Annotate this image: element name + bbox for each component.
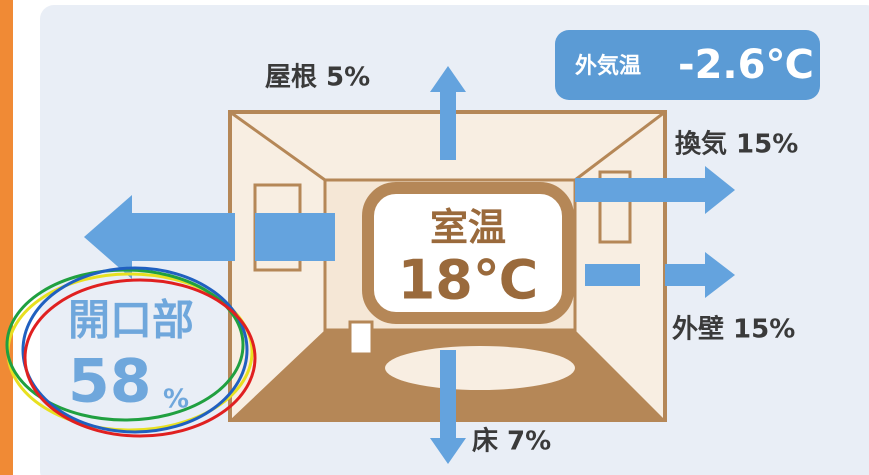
outside-value: -2.6℃ [678, 42, 814, 88]
outside-badge [555, 30, 820, 100]
room-label: 室温 [430, 206, 506, 250]
room-value: 18℃ [398, 249, 539, 312]
room-temp-box [362, 182, 574, 324]
highlight-ellipses [5, 266, 257, 438]
floor-label: 床 7% [472, 426, 551, 457]
opening-name: 開口部 [68, 296, 194, 345]
arrows [84, 66, 735, 464]
side-strip [0, 0, 13, 475]
outside-label: 外気温 [575, 53, 641, 79]
opening-value: 58 [68, 347, 152, 417]
roof-label: 屋根 5% [265, 63, 370, 93]
wall-label: 外壁 15% [672, 314, 795, 345]
ventilation-label: 換気 15% [675, 129, 798, 160]
